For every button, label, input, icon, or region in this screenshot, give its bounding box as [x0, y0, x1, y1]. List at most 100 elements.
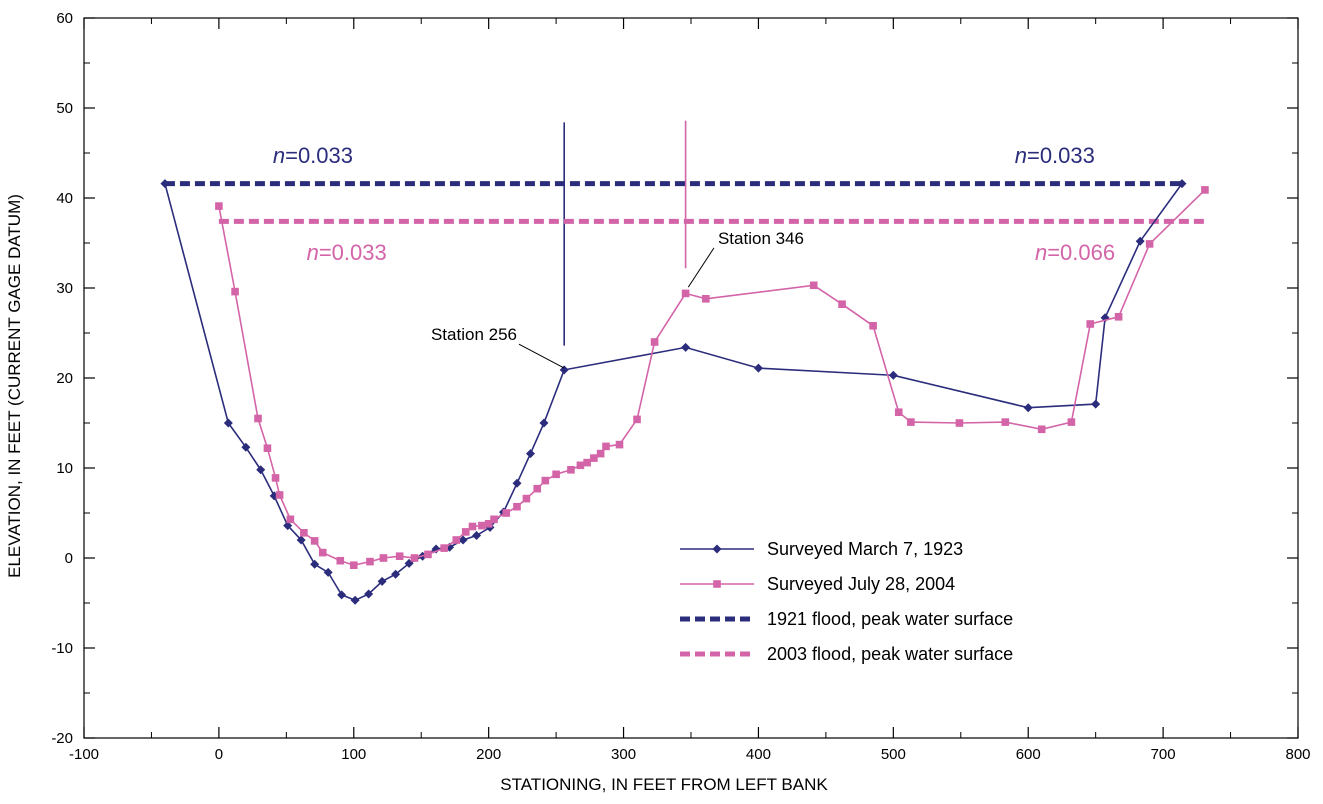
y-tick-label: 10	[56, 460, 73, 477]
data-point	[160, 179, 170, 189]
data-point	[1086, 320, 1095, 328]
data-point	[283, 521, 293, 531]
x-tick-label: 200	[476, 746, 501, 763]
data-point	[596, 449, 605, 458]
data-point	[869, 322, 877, 330]
x-tick-label: 600	[1016, 746, 1041, 763]
data-point	[472, 531, 482, 540]
x-tick-label: -100	[69, 746, 99, 763]
roughness-label: n=0.066	[1035, 240, 1115, 265]
data-point	[336, 556, 345, 565]
x-tick-label: 700	[1151, 746, 1176, 763]
data-point	[484, 520, 493, 528]
data-point	[602, 442, 610, 451]
y-tick-label: 0	[65, 550, 73, 567]
data-point	[468, 522, 477, 531]
y-axis-label: ELEVATION, IN FEET (CURRENT GAGE DATUM)	[5, 194, 24, 578]
data-point	[296, 535, 306, 545]
annotations: n=0.033 n=0.033 n=0.033 n=0.066 Station 256 S…	[273, 143, 1115, 369]
y-tick-label: 30	[56, 280, 73, 297]
data-point	[215, 202, 223, 210]
data-point	[231, 287, 239, 296]
data-point	[838, 300, 846, 308]
data-point	[567, 466, 575, 474]
plot-frame	[83, 17, 1299, 739]
data-point	[539, 418, 549, 428]
data-point	[576, 461, 585, 470]
data-point	[894, 408, 903, 416]
axes: -100 0 100 200 300 400 500 600 700 800-20-1001020…	[51, 10, 1310, 763]
legend: Surveyed March 7, 1923 Surveyed July 28, …	[680, 539, 1013, 664]
data-point	[712, 544, 722, 554]
data-point	[490, 515, 498, 524]
data-point	[391, 569, 401, 579]
data-point	[590, 454, 598, 462]
y-tick-label: 60	[56, 10, 73, 27]
legend-label: 1921 flood, peak water surface	[767, 609, 1013, 629]
data-point	[458, 535, 468, 545]
data-point	[452, 536, 461, 544]
data-point	[440, 544, 448, 552]
data-point	[364, 589, 374, 599]
x-tick-label: 400	[746, 746, 771, 763]
data-point	[533, 484, 542, 493]
data-point	[1114, 313, 1123, 321]
data-point	[318, 548, 327, 557]
data-point	[1037, 425, 1046, 434]
data-point	[633, 415, 641, 424]
data-point	[522, 494, 531, 503]
y-tick-label: 40	[56, 190, 73, 207]
data-point	[681, 342, 691, 352]
roughness-label: n=0.033	[1015, 143, 1095, 168]
data-point	[888, 370, 898, 380]
station-leader-line	[687, 247, 715, 288]
roughness-label: n=0.033	[273, 143, 353, 168]
data-point	[424, 550, 432, 559]
y-tick-label: -20	[51, 730, 73, 747]
data-point	[1135, 236, 1145, 246]
station-leader-line	[518, 343, 565, 369]
data-point	[1091, 399, 1101, 409]
y-tick-label: 20	[56, 370, 73, 387]
data-point	[615, 440, 624, 449]
data-point	[366, 557, 374, 566]
x-tick-label: 500	[881, 746, 906, 763]
data-point	[254, 414, 262, 423]
data-point	[349, 561, 358, 569]
data-point	[1177, 179, 1187, 189]
data-point	[478, 521, 486, 530]
data-point	[256, 465, 266, 475]
data-point	[559, 365, 569, 375]
legend-label: 2003 flood, peak water surface	[767, 644, 1013, 664]
data-point	[650, 338, 659, 346]
data-point	[1145, 240, 1154, 248]
data-point	[583, 458, 591, 467]
station-label: Station 256	[431, 325, 517, 344]
data-point	[379, 554, 388, 562]
data-point	[431, 544, 441, 554]
data-point	[753, 363, 763, 373]
data-point	[310, 559, 320, 569]
data-point	[310, 537, 319, 545]
data-point	[702, 295, 710, 303]
x-tick-label: 0	[215, 746, 223, 763]
data-point	[337, 590, 347, 600]
station-label: Station 346	[718, 229, 804, 248]
x-axis-label: STATIONING, IN FEET FROM LEFT BANK	[500, 775, 828, 794]
data-point	[350, 595, 360, 605]
data-point	[377, 576, 387, 586]
data-point	[541, 476, 550, 485]
data-point	[271, 474, 280, 482]
data-point	[1023, 403, 1033, 413]
x-tick-label: 100	[341, 746, 366, 763]
data-point	[502, 509, 511, 517]
x-tick-label: 800	[1285, 746, 1310, 763]
data-point	[955, 419, 964, 427]
data-point	[263, 444, 272, 452]
data-point	[681, 289, 690, 298]
data-point	[241, 442, 251, 452]
y-tick-label: -10	[51, 640, 73, 657]
legend-label: Surveyed July 28, 2004	[767, 574, 955, 594]
plot-marks	[160, 120, 1209, 605]
roughness-label: n=0.033	[307, 240, 387, 265]
